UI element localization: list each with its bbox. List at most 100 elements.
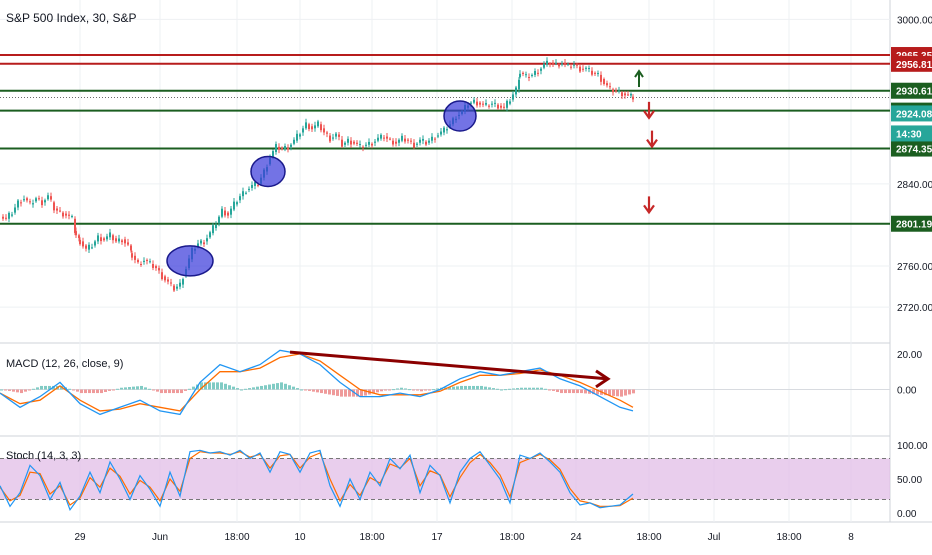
- candle-body: [71, 216, 73, 218]
- macd-histogram-bar: [176, 389, 179, 394]
- candle-body: [26, 198, 28, 201]
- macd-histogram-bar: [232, 386, 235, 390]
- candle-body: [209, 232, 211, 238]
- candle-body: [164, 276, 166, 281]
- candle-body: [106, 236, 108, 240]
- candle-body: [518, 79, 520, 90]
- macd-histogram-bar: [256, 386, 259, 390]
- macd-histogram-bar: [456, 386, 459, 390]
- time-tick-label: 24: [570, 532, 582, 543]
- macd-histogram-bar: [516, 388, 519, 390]
- candle-body: [97, 235, 99, 242]
- macd-histogram-bar: [4, 389, 7, 391]
- macd-histogram-bar: [400, 387, 403, 390]
- candle-body: [17, 200, 19, 208]
- macd-histogram-bar: [492, 388, 495, 390]
- candle-body: [251, 184, 253, 188]
- candle-body: [419, 139, 421, 143]
- macd-histogram-bar: [224, 383, 227, 390]
- candle-body: [14, 207, 16, 213]
- candle-body: [78, 235, 80, 239]
- down-arrow-head[interactable]: [643, 204, 655, 215]
- macd-histogram-bar: [584, 389, 587, 394]
- candle-body: [479, 102, 481, 105]
- candle-body: [197, 243, 199, 248]
- macd-histogram-bar: [172, 389, 175, 394]
- price-tick-label: 2720.00: [897, 303, 932, 314]
- macd-histogram-bar: [388, 389, 391, 391]
- candle-body: [428, 140, 430, 143]
- macd-histogram-bar: [476, 385, 479, 390]
- macd-histogram-bar: [360, 389, 363, 397]
- candle-body: [245, 192, 247, 194]
- macd-histogram-bar: [556, 389, 559, 392]
- candle-body: [149, 261, 151, 263]
- candle-body: [377, 137, 379, 141]
- candle-body: [522, 72, 524, 74]
- up-arrow-head[interactable]: [634, 69, 644, 78]
- highlight-ellipse[interactable]: [443, 100, 477, 132]
- highlight-ellipse[interactable]: [166, 245, 214, 277]
- stoch-band-fill: [0, 458, 890, 500]
- candle-body: [94, 241, 96, 246]
- candle-body: [239, 196, 241, 201]
- stoch-k-line: [0, 449, 634, 512]
- candle-body: [383, 137, 385, 139]
- candle-body: [609, 86, 611, 88]
- candle-body: [440, 131, 442, 135]
- macd-histogram-bar: [448, 387, 451, 390]
- macd-histogram-bar: [136, 386, 139, 390]
- annotations: [166, 69, 658, 277]
- macd-histogram-bar: [12, 389, 15, 392]
- time-tick-label: 29: [74, 532, 86, 543]
- candle-body: [176, 286, 178, 289]
- macd-histogram-bar: [260, 385, 263, 390]
- candle-body: [302, 128, 304, 133]
- stoch-pane: [0, 449, 890, 512]
- down-arrow-head[interactable]: [646, 138, 658, 149]
- candle-body: [56, 208, 58, 211]
- macd-histogram-bar: [304, 389, 307, 391]
- candle-body: [91, 247, 93, 249]
- time-tick-label: 17: [431, 532, 443, 543]
- stoch-label: Stoch (14, 3, 3): [6, 450, 81, 462]
- candle-body: [494, 102, 496, 104]
- candle-body: [212, 225, 214, 234]
- candle-body: [413, 142, 415, 148]
- macd-histogram-bar: [432, 389, 435, 391]
- candle-body: [79, 239, 81, 245]
- highlight-ellipse[interactable]: [250, 155, 286, 188]
- macd-histogram-bar: [80, 389, 83, 394]
- candle-body: [233, 201, 235, 210]
- macd-histogram-bar: [472, 385, 475, 390]
- candle-body: [353, 141, 355, 144]
- macd-histogram-bar: [228, 385, 231, 390]
- candle-body: [296, 133, 298, 141]
- level-price-tag-bg: [891, 55, 932, 72]
- macd-histogram-bar: [564, 389, 567, 394]
- macd-histogram-bar: [84, 389, 87, 394]
- macd-histogram-bar: [112, 389, 115, 391]
- macd-histogram-bar: [88, 389, 91, 394]
- candle-body: [371, 143, 373, 146]
- candle-body: [140, 264, 142, 266]
- macd-histogram-bar: [32, 388, 35, 390]
- candle-body: [338, 134, 340, 137]
- macd-histogram-bar: [528, 387, 531, 390]
- candle-body: [627, 94, 629, 96]
- macd-histogram-bar: [352, 389, 355, 397]
- candle-body: [552, 62, 554, 64]
- candle-body: [512, 94, 514, 100]
- macd-histogram-bar: [364, 389, 367, 396]
- candle-body: [525, 74, 527, 76]
- macd-histogram-bar: [48, 385, 51, 390]
- down-arrow-head[interactable]: [643, 110, 655, 120]
- candle-body: [437, 135, 439, 137]
- divergence-arrow-line[interactable]: [289, 350, 609, 381]
- candle-body: [543, 63, 545, 68]
- candle-body: [395, 141, 397, 144]
- macd-histogram-bar: [536, 387, 539, 390]
- divergence-arrow-head[interactable]: [595, 369, 611, 389]
- macd-histogram-bar: [420, 389, 423, 392]
